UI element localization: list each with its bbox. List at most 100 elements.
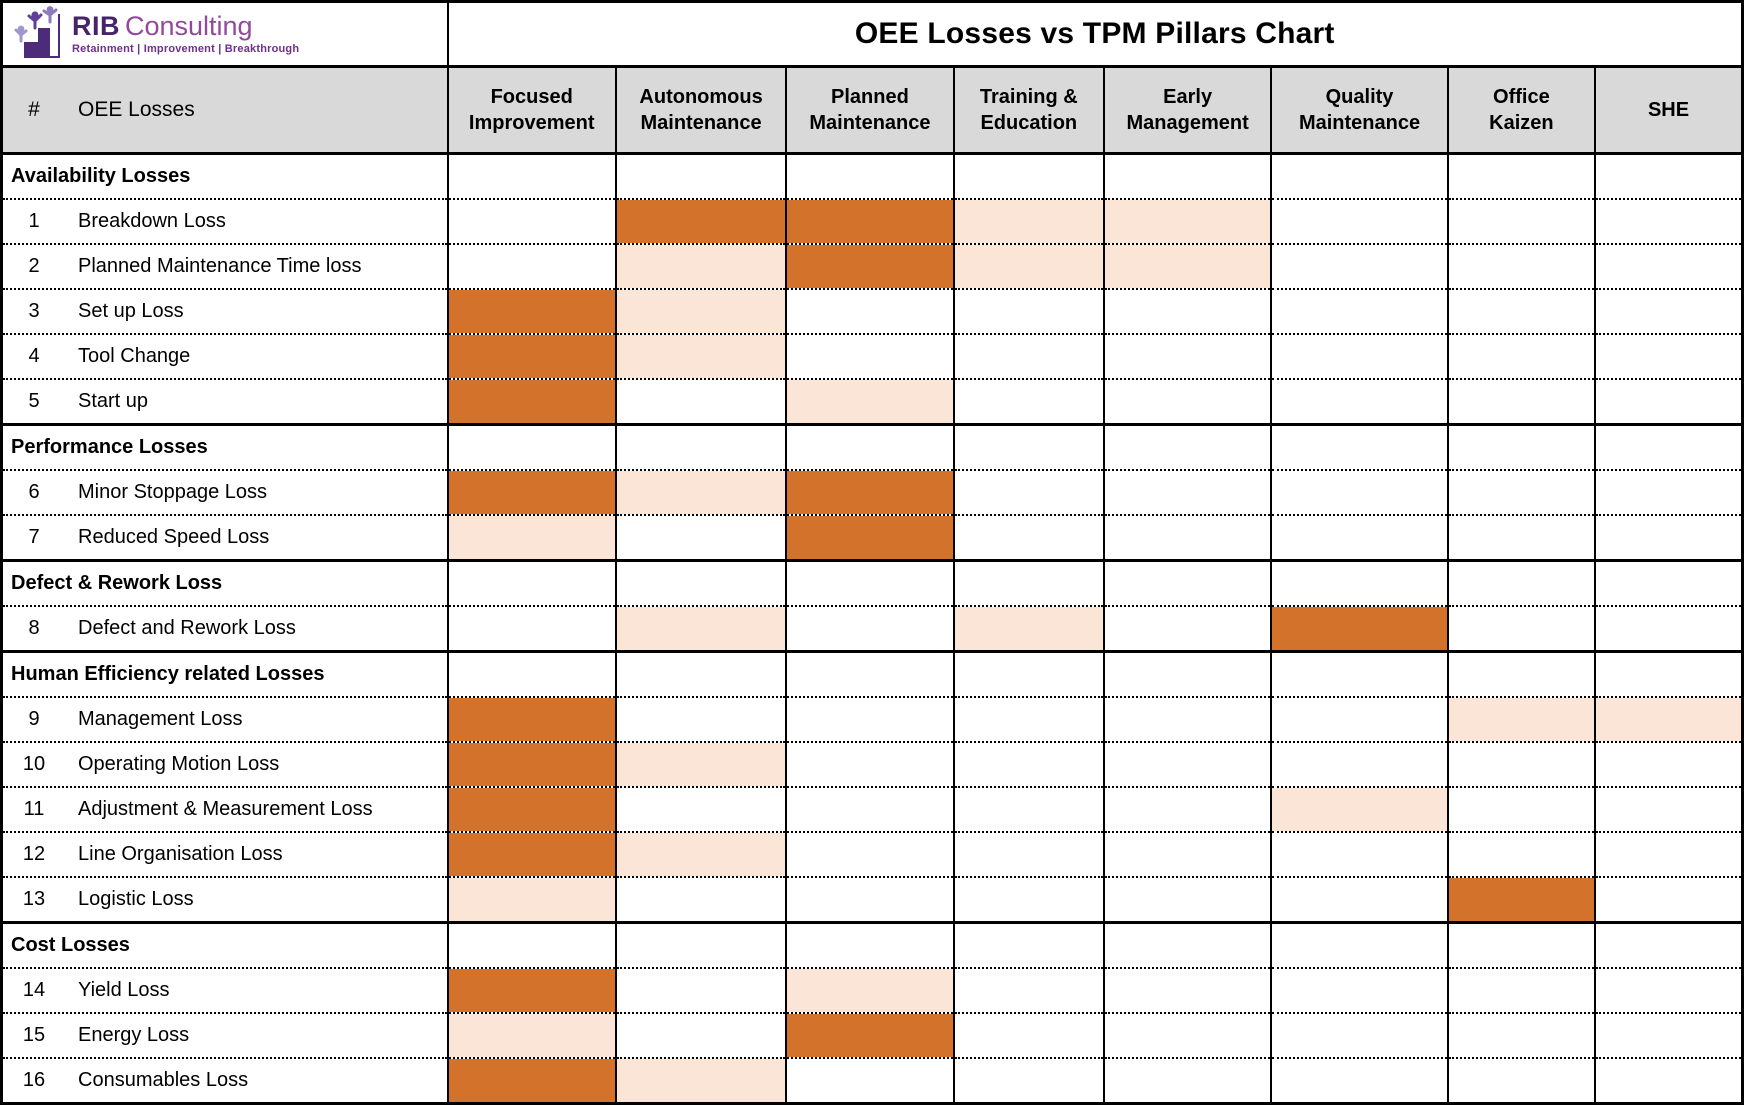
pillar-header-planned-maintenance: Planned Maintenance (785, 66, 954, 155)
matrix-cell-10-focused-improvement (446, 741, 616, 787)
row-number: 15 (22, 1024, 46, 1046)
loss-row-minor-stoppage-loss: 6 Minor Stoppage Loss (1, 469, 1743, 515)
hash-header: # (28, 98, 40, 122)
matrix-cell-12-focused-improvement (446, 831, 616, 877)
matrix-cell-11-autonomous-maintenance (614, 786, 787, 832)
matrix-cell-12-training-and-education (952, 831, 1104, 877)
matrix-cell-6-planned-maintenance (785, 469, 954, 515)
matrix-cell-9-autonomous-maintenance (614, 696, 787, 742)
loss-row-breakdown-loss: 1 Breakdown Loss (1, 198, 1743, 244)
matrix-cell-15-focused-improvement (446, 1012, 616, 1058)
matrix-cell-9-she (1594, 696, 1743, 742)
pillar-header-she: SHE (1594, 66, 1743, 155)
matrix-cell-empty (1446, 650, 1596, 697)
matrix-cell-5-she (1594, 378, 1743, 425)
matrix-cell-13-planned-maintenance (785, 876, 954, 923)
loss-label-cell: 6 Minor Stoppage Loss (1, 469, 448, 515)
matrix-cell-15-training-and-education (952, 1012, 1104, 1058)
loss-label-cell: 12 Line Organisation Loss (1, 831, 448, 877)
row-number: 11 (23, 798, 45, 820)
matrix-cell-15-planned-maintenance (785, 1012, 954, 1058)
matrix-cell-14-quality-maintenance (1270, 967, 1448, 1013)
pillar-header-early-management: Early Management (1102, 66, 1272, 155)
row-number: 2 (28, 255, 40, 277)
loss-label-cell: 1 Breakdown Loss (1, 198, 448, 244)
matrix-cell-empty (952, 559, 1104, 606)
matrix-cell-11-planned-maintenance (785, 786, 954, 832)
brand-text: RIB Consulting Retainment | Improvement |… (72, 11, 299, 55)
matrix-cell-empty (614, 152, 787, 199)
matrix-cell-13-quality-maintenance (1270, 876, 1448, 923)
matrix-cell-empty (446, 423, 616, 470)
matrix-cell-empty (446, 921, 616, 968)
loss-label-cell: 7 Reduced Speed Loss (1, 514, 448, 561)
matrix-cell-empty (446, 650, 616, 697)
brand-rib: RIB (72, 11, 120, 42)
matrix-cell-empty (785, 152, 954, 199)
matrix-cell-16-autonomous-maintenance (614, 1057, 787, 1104)
matrix-cell-11-quality-maintenance (1270, 786, 1448, 832)
matrix-cell-13-focused-improvement (446, 876, 616, 923)
row-number: 4 (28, 345, 40, 367)
matrix-cell-12-office-kaizen (1446, 831, 1596, 877)
matrix-cell-empty (1102, 559, 1272, 606)
matrix-cell-empty (785, 921, 954, 968)
matrix-cell-13-office-kaizen (1446, 876, 1596, 923)
matrix-cell-12-she (1594, 831, 1743, 877)
section-row-availability-losses: Availability Losses (1, 152, 1743, 199)
matrix-cell-empty (1446, 152, 1596, 199)
matrix-cell-9-focused-improvement (446, 696, 616, 742)
matrix-cell-empty (785, 650, 954, 697)
loss-label-cell: 16 Consumables Loss (1, 1057, 448, 1104)
matrix-cell-3-autonomous-maintenance (614, 288, 787, 334)
matrix-cell-15-early-management (1102, 1012, 1272, 1058)
loss-row-yield-loss: 14 Yield Loss (1, 967, 1743, 1013)
row-number: 10 (22, 753, 46, 775)
matrix-cell-empty (1270, 559, 1448, 606)
matrix-cell-5-autonomous-maintenance (614, 378, 787, 425)
matrix-cell-empty (785, 559, 954, 606)
matrix-cell-6-quality-maintenance (1270, 469, 1448, 515)
matrix-cell-2-quality-maintenance (1270, 243, 1448, 289)
row-label: Reduced Speed Loss (78, 526, 270, 548)
matrix-cell-8-office-kaizen (1446, 605, 1596, 652)
matrix-cell-6-focused-improvement (446, 469, 616, 515)
pillar-header-training-and-education: Training & Education (952, 66, 1104, 155)
row-label: Defect and Rework Loss (78, 617, 296, 639)
matrix-cell-9-quality-maintenance (1270, 696, 1448, 742)
row-number: 12 (22, 843, 46, 865)
matrix-cell-12-autonomous-maintenance (614, 831, 787, 877)
loss-label-cell: 13 Logistic Loss (1, 876, 448, 923)
matrix-cell-4-quality-maintenance (1270, 333, 1448, 379)
matrix-cell-2-planned-maintenance (785, 243, 954, 289)
matrix-cell-6-autonomous-maintenance (614, 469, 787, 515)
matrix-cell-empty (1446, 559, 1596, 606)
matrix-cell-7-autonomous-maintenance (614, 514, 787, 561)
matrix-cell-10-planned-maintenance (785, 741, 954, 787)
matrix-cell-16-office-kaizen (1446, 1057, 1596, 1104)
matrix-cell-7-focused-improvement (446, 514, 616, 561)
matrix-cell-empty (614, 921, 787, 968)
matrix-cell-9-office-kaizen (1446, 696, 1596, 742)
matrix-cell-4-office-kaizen (1446, 333, 1596, 379)
matrix-cell-8-focused-improvement (446, 605, 616, 652)
matrix-cell-3-focused-improvement (446, 288, 616, 334)
row-number: 6 (28, 481, 40, 503)
matrix-cell-10-office-kaizen (1446, 741, 1596, 787)
matrix-cell-16-focused-improvement (446, 1057, 616, 1104)
matrix-cell-5-early-management (1102, 378, 1272, 425)
matrix-cell-2-focused-improvement (446, 243, 616, 289)
matrix-cell-8-training-and-education (952, 605, 1104, 652)
loss-label-cell: 5 Start up (1, 378, 448, 425)
matrix-cell-empty (1594, 423, 1743, 470)
matrix-cell-7-planned-maintenance (785, 514, 954, 561)
row-label: Line Organisation Loss (78, 843, 283, 865)
loss-row-operating-motion-loss: 10 Operating Motion Loss (1, 741, 1743, 787)
matrix-cell-8-planned-maintenance (785, 605, 954, 652)
matrix-cell-5-office-kaizen (1446, 378, 1596, 425)
matrix-cell-3-training-and-education (952, 288, 1104, 334)
row-label: Energy Loss (78, 1024, 190, 1046)
matrix-cell-10-she (1594, 741, 1743, 787)
matrix-cell-4-she (1594, 333, 1743, 379)
matrix-cell-1-office-kaizen (1446, 198, 1596, 244)
